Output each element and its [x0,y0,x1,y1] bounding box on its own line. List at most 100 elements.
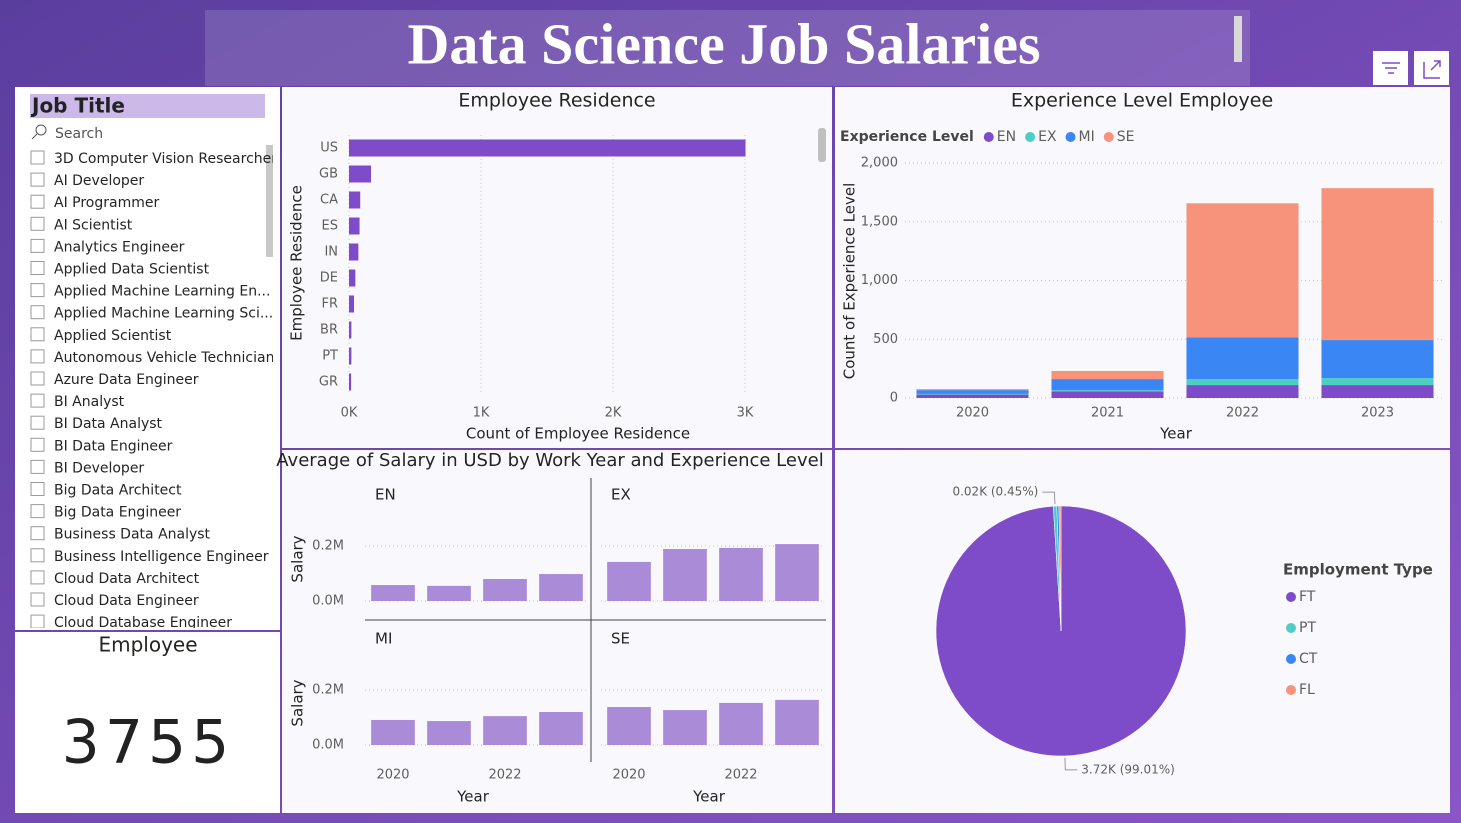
slicer-item[interactable]: AI Scientist [54,217,133,233]
checkbox[interactable] [30,526,45,541]
y-tick-label: FR [321,297,338,312]
x-tick-label: 2022 [1226,406,1259,421]
legend-swatch [1025,132,1036,142]
slicer-item[interactable]: Autonomous Vehicle Technician [54,350,274,366]
bar [349,373,352,391]
focus-button[interactable] [1414,51,1449,85]
checkbox[interactable] [30,283,45,298]
panel-title: EX [611,486,631,504]
search-box[interactable] [25,122,275,144]
checkbox[interactable] [30,150,45,165]
slicer-item[interactable]: Business Data Analyst [54,527,211,543]
y-tick-label: 1,000 [861,273,898,288]
checkbox[interactable] [30,194,45,209]
slicer-item[interactable]: Azure Data Engineer [54,372,199,388]
bar [371,719,415,745]
y-tick-label: 0 [890,391,898,406]
bar [427,585,471,601]
checkbox[interactable] [30,305,45,320]
focus-icon-bg[interactable] [1414,51,1449,85]
bar-segment [1186,203,1299,338]
y-tick-label: 0.0M [312,738,344,753]
x-tick-label: 2020 [956,406,989,421]
filter-button[interactable] [1373,51,1408,85]
checkbox[interactable] [30,172,45,187]
legend-swatch [983,132,994,142]
slicer-item[interactable]: AI Programmer [54,195,159,211]
x-tick-label: 3K [737,406,754,421]
legend-label[interactable]: FT [1299,589,1316,605]
legend-label[interactable]: CT [1299,651,1318,667]
slicer-scrollbar[interactable] [266,145,273,257]
checkbox[interactable] [30,459,45,474]
panel-title: SE [611,630,630,648]
search-placeholder[interactable]: Search [55,126,103,142]
bar-segment [1051,390,1164,392]
x-tick-label: 2021 [1091,406,1124,421]
slicer-item[interactable]: Cloud Data Architect [54,571,200,587]
checkbox[interactable] [30,504,45,519]
y-tick-label: IN [324,245,338,260]
checkbox[interactable] [30,393,45,408]
checkbox[interactable] [30,261,45,275]
slicer-item[interactable]: AI Developer [54,173,144,189]
slicer-item[interactable]: Cloud Data Engineer [54,593,199,609]
y-tick-label: DE [320,271,338,286]
residence-scrollbar[interactable] [818,128,826,162]
slicer-item[interactable]: BI Data Engineer [54,438,173,454]
legend-label[interactable]: EX [1038,129,1057,145]
slicer-item[interactable]: BI Developer [54,460,144,476]
y-tick-label: GB [319,167,338,182]
legend-swatch [1286,654,1296,664]
checkbox[interactable] [30,216,45,231]
slicer-item[interactable]: Cloud Database Engineer [54,615,232,631]
checkbox[interactable] [30,614,45,628]
x-tick-label: 2022 [488,768,521,783]
checkbox[interactable] [30,592,45,607]
x-axis-title: Count of Employee Residence [466,425,690,443]
x-tick-label: 2023 [1361,406,1394,421]
x-axis-title: Year [692,788,726,806]
slicer-item[interactable]: BI Analyst [54,394,125,410]
slicer-item[interactable]: Applied Machine Learning Sci... [54,306,273,322]
legend-label[interactable]: PT [1299,620,1316,636]
bar-segment [1186,379,1299,386]
checkbox[interactable] [30,482,45,496]
checkbox[interactable] [30,371,45,386]
checkbox[interactable] [30,548,45,563]
bar [663,710,707,745]
slicer-item[interactable]: 3D Computer Vision Researcher [54,151,277,167]
checkbox[interactable] [30,349,45,364]
bar [349,139,746,157]
slicer-item[interactable]: Analytics Engineer [54,239,185,255]
slicer-item[interactable]: Applied Scientist [54,328,172,344]
card-panel [15,632,280,813]
checkbox[interactable] [30,327,45,342]
y-axis-title: Salary [289,679,307,726]
bar [607,707,651,745]
y-tick-label: ES [322,219,338,234]
slicer-item[interactable]: Applied Machine Learning En... [54,284,270,300]
x-tick-label: 1K [473,406,490,421]
legend-label[interactable]: SE [1117,129,1135,145]
bar-segment [1321,385,1434,398]
checkbox[interactable] [30,570,45,585]
slicer-item[interactable]: Business Intelligence Engineer [54,549,269,565]
legend-label[interactable]: FL [1299,682,1315,698]
legend-label[interactable]: EN [997,129,1016,145]
bar [775,699,819,745]
checkbox[interactable] [30,238,45,253]
slicer-item[interactable]: BI Data Analyst [54,416,163,432]
legend-title: Employment Type [1283,561,1433,579]
slicer-item[interactable]: Big Data Engineer [54,505,181,521]
checkbox[interactable] [30,415,45,430]
slicer-item[interactable]: Applied Data Scientist [54,262,210,278]
checkbox[interactable] [30,437,45,452]
y-tick-label: CA [320,193,338,208]
slicer-item[interactable]: Big Data Architect [54,483,182,499]
bar [349,347,352,365]
bar [349,217,360,235]
leader-line [1042,491,1056,505]
legend-label[interactable]: MI [1079,129,1095,145]
